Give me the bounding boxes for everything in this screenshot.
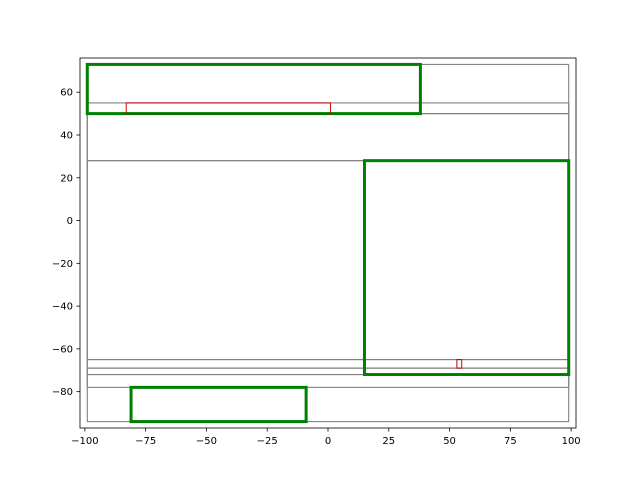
y-tick-label: 60	[60, 88, 73, 99]
x-tick-label: −50	[196, 436, 217, 447]
y-tick-label: −20	[52, 259, 73, 270]
y-tick-label: 0	[67, 216, 73, 227]
x-tick-label: −25	[257, 436, 278, 447]
y-tick-label: −60	[52, 344, 73, 355]
y-tick-label: 40	[60, 130, 73, 141]
x-tick-label: 25	[382, 436, 395, 447]
gray-rect-7	[86, 373, 570, 388]
x-tick-label: 75	[504, 436, 517, 447]
series-gray	[86, 63, 570, 423]
gray-rect-3	[86, 113, 570, 162]
green-rect-3	[129, 385, 308, 424]
x-tick-label: 100	[562, 436, 581, 447]
chart-marks	[85, 62, 571, 424]
x-axis: −100 −75 −50 −25 0 25 50 75 100	[71, 428, 581, 447]
y-tick-label: 20	[60, 173, 73, 184]
y-tick-label: −40	[52, 302, 73, 313]
gray-rect-4	[86, 160, 570, 361]
y-axis: −80 −60 −40 −20 0 20 40 60	[52, 88, 80, 398]
red-rect-1	[125, 102, 331, 115]
gray-rect-5	[86, 359, 570, 369]
x-tick-label: −75	[135, 436, 156, 447]
gray-rect-2	[86, 102, 570, 115]
y-tick-label: −80	[52, 387, 73, 398]
series-red	[125, 102, 463, 369]
x-tick-label: 0	[325, 436, 331, 447]
green-rect-2	[362, 159, 571, 377]
x-tick-label: 50	[443, 436, 456, 447]
green-rect-1	[85, 62, 422, 116]
x-tick-label: −100	[71, 436, 98, 447]
red-rect-2	[456, 359, 463, 369]
